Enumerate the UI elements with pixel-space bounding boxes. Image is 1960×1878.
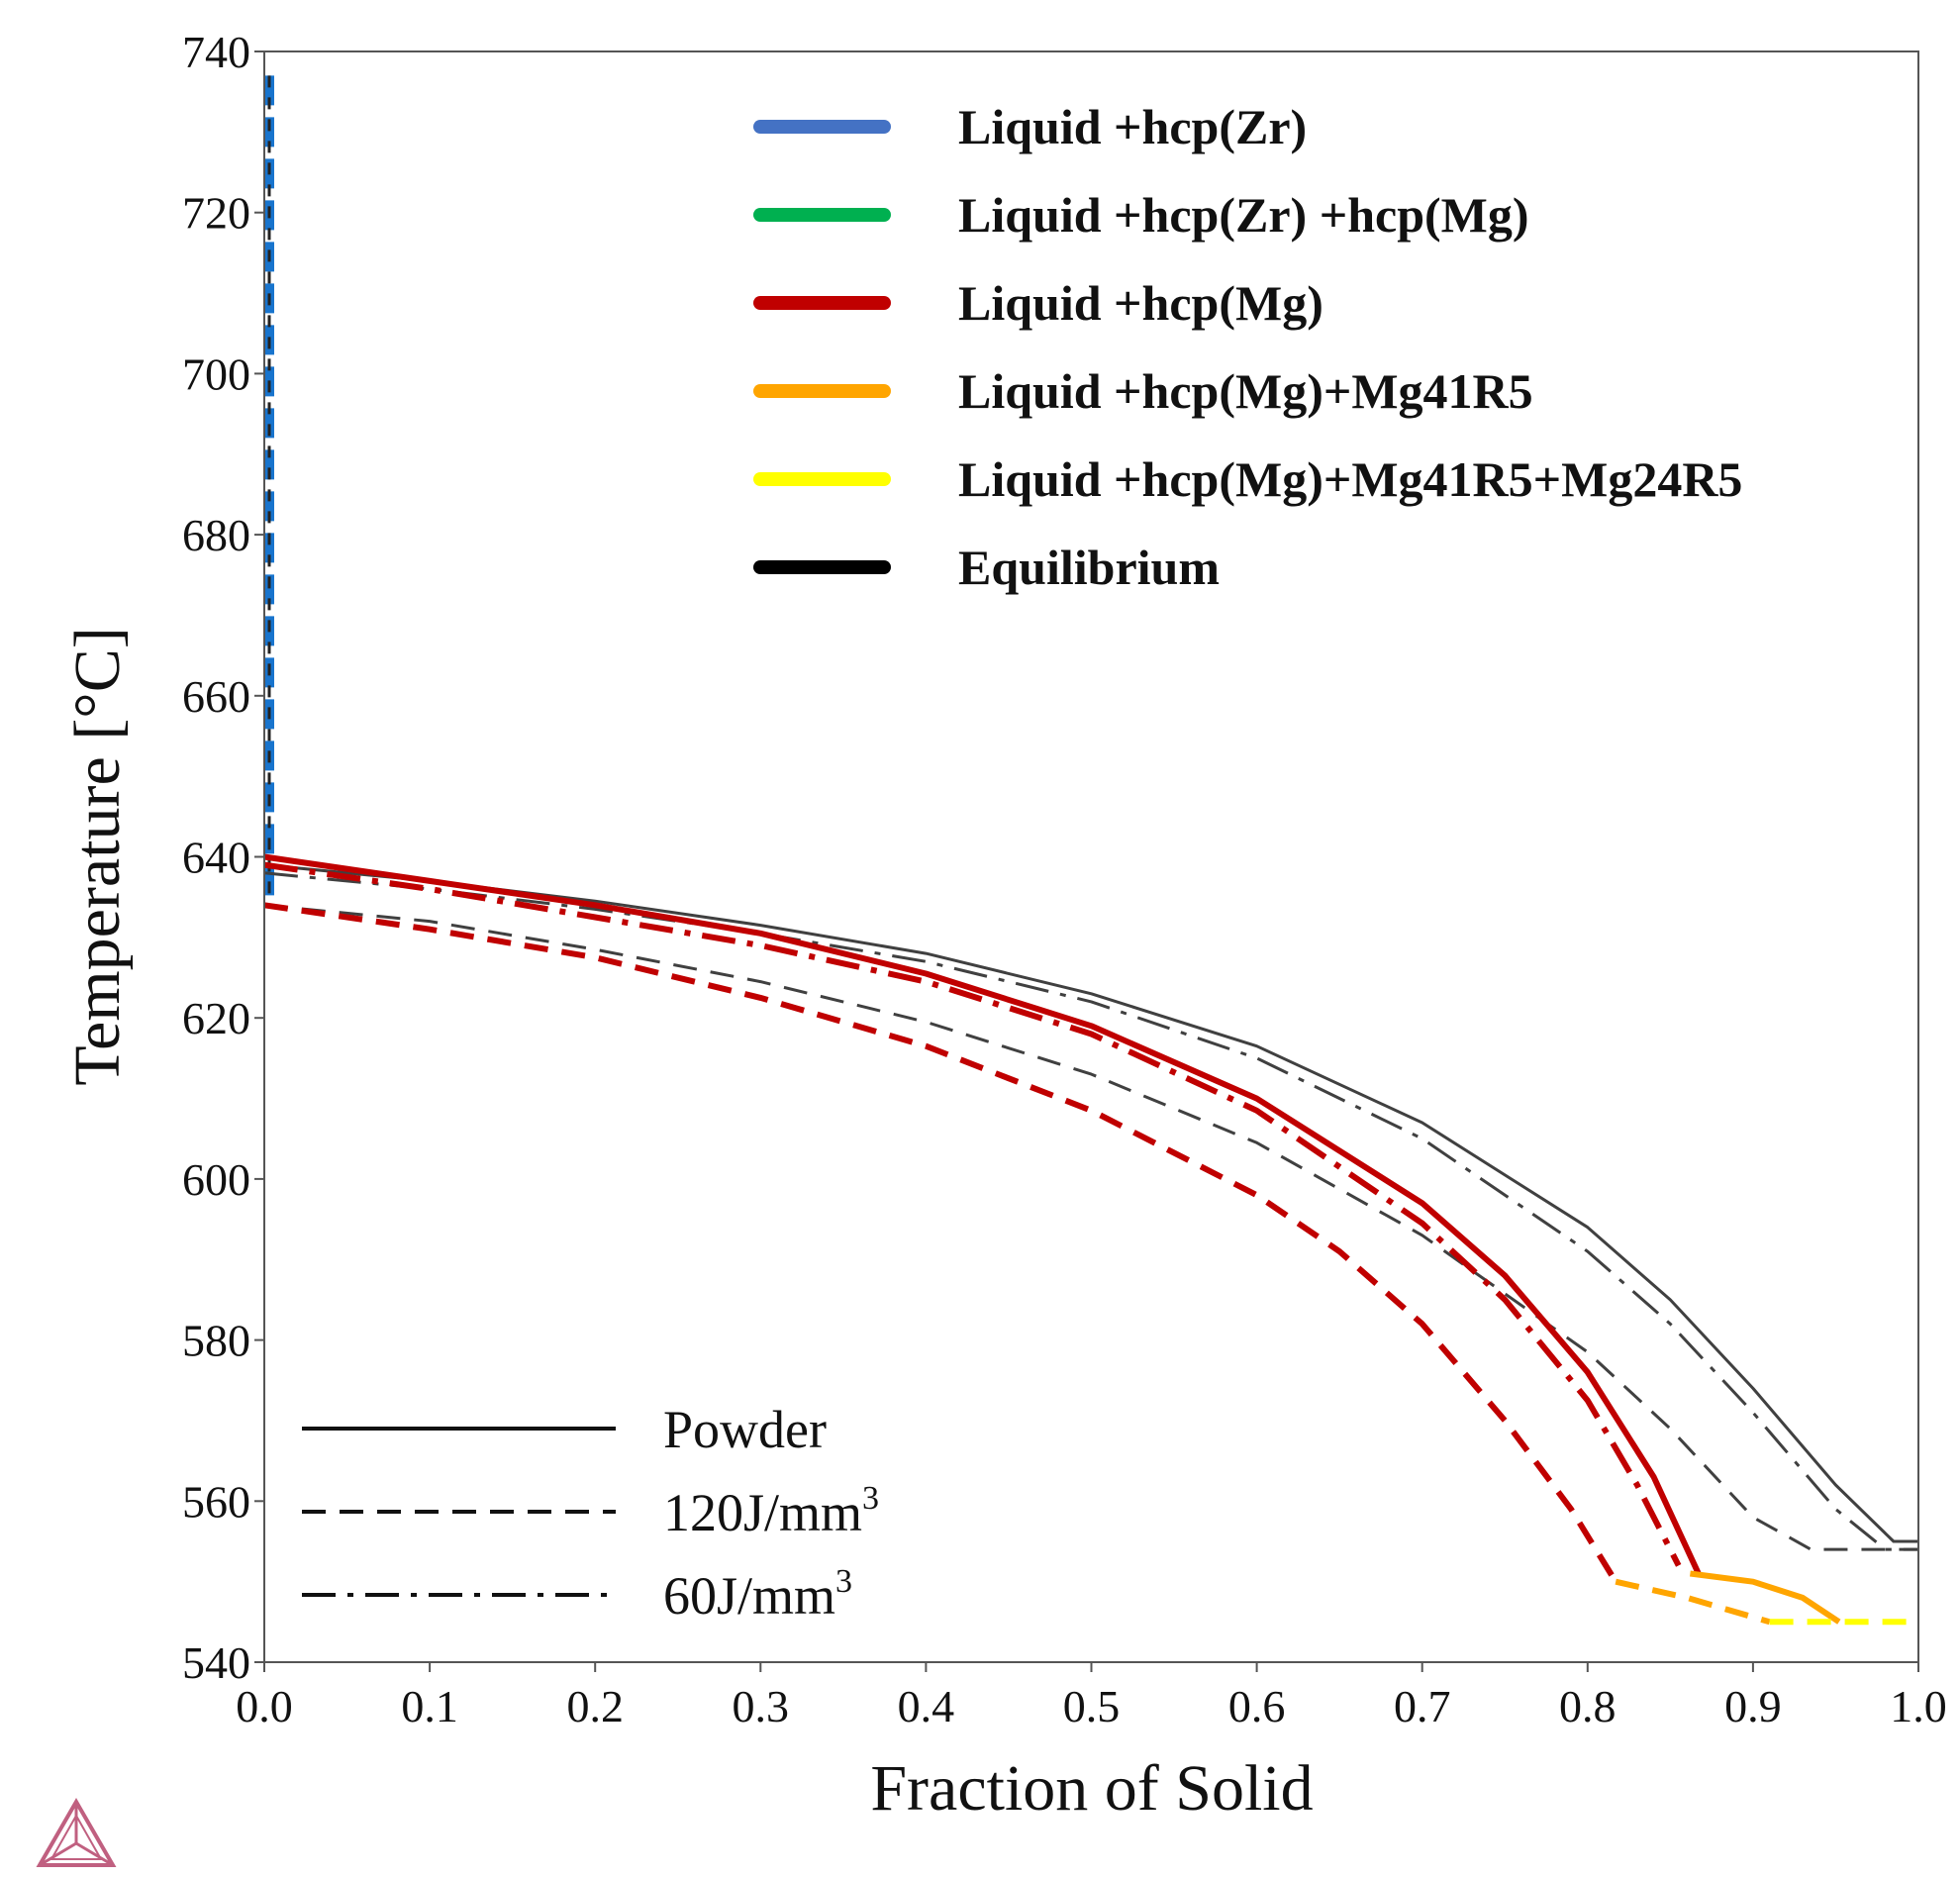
x-tick-label: 0.6	[1228, 1681, 1286, 1731]
phase-legend-label: Liquid +hcp(Mg)	[958, 275, 1323, 331]
x-axis-title: Fraction of Solid	[870, 1752, 1313, 1825]
series-line-2	[263, 903, 1918, 1551]
y-axis-title: Temperature [°C]	[61, 627, 134, 1085]
x-tick-label: 1.0	[1890, 1681, 1947, 1731]
series-line-3	[263, 871, 1918, 1551]
y-tick-label: 700	[182, 348, 250, 399]
series-line-4	[263, 853, 1702, 1575]
y-tick-label: 600	[182, 1154, 250, 1205]
phase-legend-label: Liquid +hcp(Zr) +hcp(Mg)	[958, 187, 1529, 243]
y-tick-label: 620	[182, 993, 250, 1043]
y-tick-label: 740	[182, 27, 250, 77]
series-layer	[263, 75, 1918, 1626]
y-tick-label: 640	[182, 833, 250, 883]
style-legend-label: Powder	[663, 1400, 827, 1459]
series-line-6	[263, 861, 1682, 1567]
x-tick-label: 0.7	[1394, 1681, 1451, 1731]
style-legend-label: 120J/mm3	[663, 1480, 879, 1542]
x-tick-label: 0.3	[733, 1681, 790, 1731]
y-tick-label: 540	[182, 1637, 250, 1688]
x-tick-label: 0.0	[236, 1681, 293, 1731]
thermo-calc-logo-icon	[36, 1798, 117, 1867]
x-tick-label: 0.5	[1063, 1681, 1121, 1731]
x-tick-label: 0.1	[401, 1681, 458, 1731]
phase-legend-label: Liquid +hcp(Mg)+Mg41R5	[958, 363, 1533, 419]
style-legend-label: 60J/mm3	[663, 1563, 852, 1626]
series-line-7	[1690, 1570, 1841, 1625]
x-tick-label: 0.8	[1559, 1681, 1617, 1731]
series-line-8	[1615, 1578, 1771, 1626]
y-tick-label: 720	[182, 188, 250, 239]
phase-legend-label: Equilibrium	[958, 540, 1220, 595]
y-tick-label: 680	[182, 510, 250, 560]
y-tick-label: 660	[182, 671, 250, 722]
series-line-5	[263, 902, 1618, 1584]
phase-legend: Liquid +hcp(Zr) Liquid +hcp(Zr) +hcp(Mg) L…	[753, 99, 1742, 595]
x-tick-label: 0.2	[566, 1681, 624, 1731]
y-tick-label: 580	[182, 1316, 250, 1366]
series-line-1	[263, 863, 1918, 1543]
x-axis: 0.0 0.1 0.2 0.3 0.4 0.5 0.6 0.7 0.8 0.9 1.0	[236, 1662, 1947, 1731]
style-legend: Powder 120J/mm3 60J/mm3	[302, 1400, 879, 1626]
phase-legend-label: Liquid +hcp(Mg)+Mg41R5+Mg24R5	[958, 451, 1742, 507]
x-tick-label: 0.4	[898, 1681, 955, 1731]
phase-legend-label: Liquid +hcp(Zr)	[958, 99, 1307, 154]
x-tick-label: 0.9	[1724, 1681, 1782, 1731]
y-tick-label: 560	[182, 1476, 250, 1527]
y-axis: 540 560 580 600 620 640 660 680 700 720 740	[182, 27, 264, 1688]
